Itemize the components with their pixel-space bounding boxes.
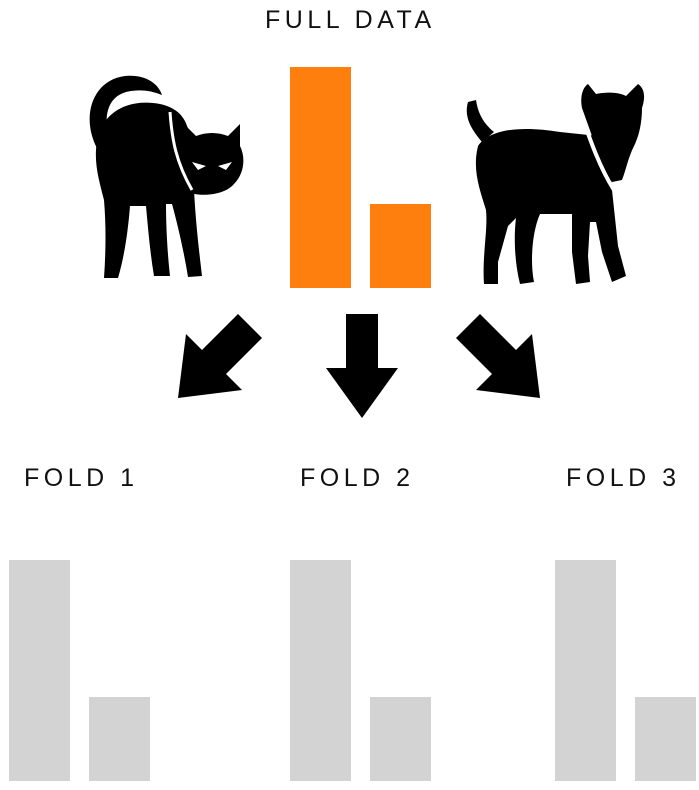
arrow-down-icon <box>326 314 398 418</box>
fold-label-3: FOLD 3 <box>566 464 681 492</box>
fold-1-bar-dog <box>89 697 150 781</box>
full-data-bar-cat <box>290 67 351 288</box>
fold-1-bar-cat <box>9 560 70 781</box>
fold-2-bar-dog <box>370 697 431 781</box>
fold-label-2: FOLD 2 <box>300 464 415 492</box>
fold-3-bar-cat <box>555 560 616 781</box>
fold-label-1: FOLD 1 <box>24 464 139 492</box>
diagram-title: FULL DATA <box>265 6 436 34</box>
full-data-bar-dog <box>370 204 431 288</box>
fold-3-bar-dog <box>635 697 696 781</box>
fold-2-bar-cat <box>290 560 351 781</box>
arrow-down-left-icon <box>178 314 262 398</box>
arrow-down-right-icon <box>456 314 540 398</box>
